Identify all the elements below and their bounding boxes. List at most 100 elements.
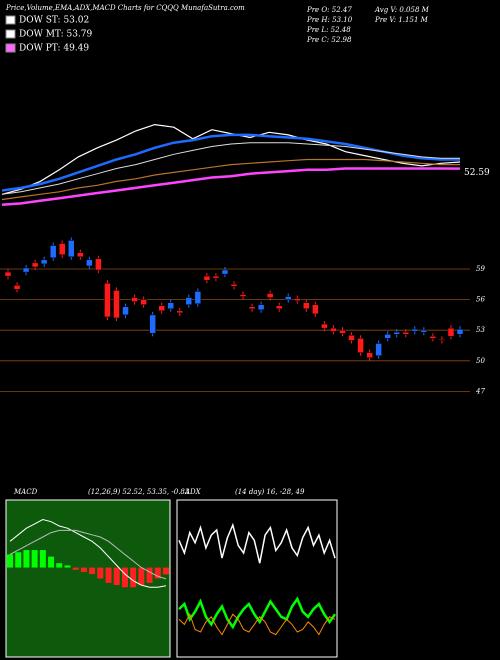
series-line [1, 142, 460, 195]
candle-body [456, 328, 464, 335]
candle-body [339, 329, 346, 334]
candle-body [95, 258, 102, 271]
histogram-bar [39, 550, 46, 568]
candle-body [312, 304, 319, 315]
histogram-bar [15, 552, 22, 568]
histogram-bar [31, 550, 38, 568]
panel-title: ADX [184, 488, 202, 496]
histogram-bar [130, 567, 137, 588]
candle-body [4, 271, 12, 277]
histogram-bar [138, 567, 145, 586]
candle-body [140, 299, 147, 305]
candle-body [303, 302, 310, 310]
candle-body [375, 343, 382, 356]
candle-body [230, 284, 238, 287]
info-text: Pre L: 52.48 [306, 26, 351, 34]
legend-swatch [5, 29, 16, 39]
candle-body [284, 296, 292, 300]
histogram-bar [154, 567, 161, 579]
y-tick-label: 59 [476, 265, 485, 273]
candle-body [411, 328, 419, 332]
panel-subtitle: (12,26,9) 52.52, 53.35, -0.83 [88, 488, 190, 496]
info-text: Pre V: 1.151 M [374, 16, 429, 24]
candle-body [212, 275, 220, 279]
histogram-bar [48, 556, 55, 568]
info-text: Pre C: 52.98 [306, 36, 352, 44]
candle-body [275, 305, 283, 310]
histogram-bar [64, 565, 71, 568]
y-tick-label: 47 [475, 387, 485, 395]
candle-body [384, 334, 391, 339]
candle-body [49, 245, 57, 259]
candle-body [31, 262, 39, 268]
candle-body [194, 291, 202, 304]
candle-body [22, 267, 30, 273]
candle-body [185, 297, 193, 305]
histogram-bar [72, 567, 79, 570]
legend-swatch [5, 15, 16, 25]
candle-body [429, 336, 437, 339]
histogram-bar [89, 567, 96, 575]
candle-body [104, 283, 111, 318]
macd-line [9, 529, 167, 580]
candle-body [330, 327, 337, 332]
series-line [178, 612, 336, 636]
candle-body [58, 243, 66, 255]
info-text: Pre O: 52.47 [306, 6, 352, 14]
candle-body [203, 275, 211, 281]
series-line [178, 522, 336, 564]
candle-body [357, 338, 364, 353]
histogram-bar [97, 567, 104, 579]
histogram-bar [105, 567, 112, 583]
candle-body [77, 252, 84, 258]
legend-label: DOW PT: 49.49 [19, 44, 89, 54]
page-title: Price,Volume,EMA,ADX,MACD Charts for CQQ… [5, 4, 245, 12]
legend-swatch [5, 43, 16, 53]
candle-body [113, 290, 120, 319]
candle-body [239, 294, 247, 297]
series-line [1, 158, 460, 201]
end-label: 52.59 [464, 168, 490, 178]
macd-line [9, 518, 167, 588]
histogram-bar [146, 567, 153, 583]
candle-body [294, 298, 301, 301]
candle-body [86, 259, 93, 267]
y-tick-label: 50 [476, 357, 485, 365]
panel [5, 499, 171, 658]
candle-body [266, 293, 274, 298]
candle-body [176, 310, 184, 314]
series-line [1, 123, 461, 195]
candle-body [366, 352, 373, 358]
candle-body [248, 306, 256, 310]
y-tick-label: 56 [476, 296, 485, 304]
candle-body [40, 259, 48, 265]
histogram-bar [23, 550, 30, 568]
candle-body [68, 240, 75, 258]
info-text: Pre H: 53.10 [306, 16, 353, 24]
series-line [1, 167, 461, 206]
series-line [178, 596, 337, 630]
candle-body [257, 304, 265, 311]
candle-body [221, 269, 229, 275]
candle-body [158, 305, 165, 312]
histogram-bar [56, 563, 63, 568]
candle-body [167, 302, 174, 310]
candle-body [420, 329, 428, 333]
candle-body [13, 285, 21, 290]
candle-body [447, 327, 455, 337]
panel [176, 499, 338, 658]
candle-body [402, 331, 410, 335]
candle-body [131, 297, 138, 302]
candle-body [438, 339, 446, 341]
candle-body [149, 314, 156, 334]
candle-body [348, 335, 355, 341]
legend-label: DOW ST: 53.02 [19, 16, 89, 26]
panel-subtitle: (14 day) 16, -28, 49 [235, 488, 305, 496]
candle-body [122, 306, 129, 316]
histogram-bar [113, 567, 120, 586]
y-tick-label: 53 [476, 326, 485, 334]
info-text: Avg V: 0.058 M [374, 6, 430, 14]
candle-body [393, 331, 400, 335]
histogram-bar [80, 567, 87, 572]
